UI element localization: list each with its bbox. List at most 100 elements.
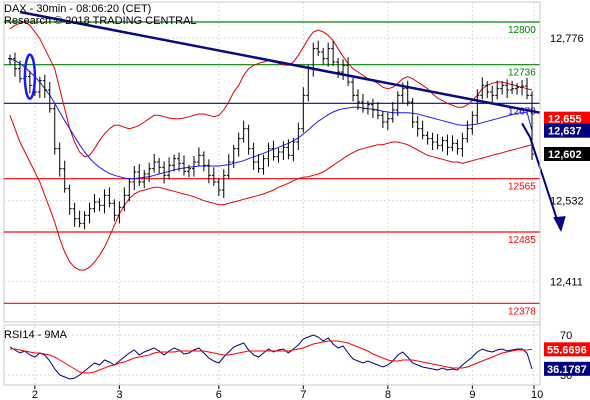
price-bar — [430, 132, 435, 150]
price-bar — [236, 132, 241, 157]
price-bar — [17, 60, 22, 83]
price-bar — [316, 40, 321, 56]
price-tag-label: 12,655 — [548, 114, 582, 126]
price-bar — [182, 155, 186, 176]
price-bar — [365, 100, 370, 115]
price-bar — [301, 87, 306, 133]
price-bar — [395, 91, 400, 116]
price-bar — [132, 166, 137, 190]
trendline — [19, 10, 541, 114]
price-bar — [445, 134, 450, 156]
rsi-tag-box — [544, 342, 590, 357]
price-tag-label: 12,637 — [548, 126, 582, 138]
price-bar — [77, 210, 82, 228]
x-tick-label: 8 — [385, 389, 391, 400]
highlight-ellipse — [23, 53, 37, 100]
price-bar — [520, 80, 525, 96]
price-bar — [107, 187, 112, 208]
rsi-title: RSI14 - 9MA — [4, 329, 68, 341]
price-bar — [27, 70, 32, 94]
level-label-12800: 12800 — [508, 25, 536, 36]
price-bar — [221, 169, 226, 198]
price-bar — [271, 140, 276, 161]
price-tag-box — [544, 111, 590, 126]
rsi-tag-label: 55.6696 — [547, 344, 587, 356]
bollinger-lower-line — [9, 115, 533, 271]
price-bar — [465, 120, 470, 143]
price-bar — [102, 189, 107, 214]
price-panel: 2 3 6 7 8 9 10 12,776 12,532 12,411 12800 12736 1267… — [3, 1, 590, 400]
price-bar — [380, 111, 385, 128]
price-bar — [510, 80, 515, 94]
price-bar — [261, 154, 266, 175]
price-bar — [172, 154, 177, 172]
price-bar — [231, 144, 236, 168]
price-bar — [147, 162, 152, 182]
price-bar — [450, 135, 455, 152]
price-bar — [390, 102, 395, 123]
price-bar — [296, 122, 301, 150]
price-bar — [47, 82, 52, 113]
price-bar — [485, 81, 490, 98]
x-tick-label: 9 — [469, 389, 475, 400]
price-bar — [177, 152, 182, 172]
price-bar — [122, 187, 127, 212]
price-tag-box — [544, 123, 590, 138]
forecast-arrow-line — [521, 122, 561, 229]
price-bar — [12, 52, 17, 77]
price-bar — [480, 77, 485, 100]
price-bar — [440, 136, 445, 152]
price-bar — [92, 194, 97, 213]
price-bar — [216, 178, 221, 196]
chart-header-line2: Research © 2018 TRADING CENTRAL — [4, 15, 197, 27]
price-bar — [490, 86, 495, 104]
price-bar — [515, 83, 520, 95]
price-bar — [435, 134, 440, 150]
price-bar — [37, 76, 42, 98]
price-bar — [460, 132, 465, 157]
price-bar — [385, 112, 390, 130]
price-bar — [162, 161, 167, 184]
price-bar — [97, 198, 102, 212]
rsi-series-9ma — [10, 340, 533, 374]
price-tag-box — [544, 147, 590, 161]
price-bar — [52, 104, 57, 155]
price-bar — [117, 201, 122, 224]
price-bar — [326, 42, 331, 67]
price-bar — [470, 111, 475, 135]
x-tick-label: 3 — [116, 389, 122, 400]
level-label-12565: 12565 — [508, 182, 536, 193]
level-label-12736: 12736 — [508, 68, 536, 79]
price-bar — [505, 79, 510, 98]
price-bar — [251, 142, 256, 170]
price-bar — [127, 178, 132, 202]
price-bar — [137, 164, 142, 186]
rsi-tag-label: 36.1787 — [547, 364, 587, 376]
vertical-gridlines: 2 3 6 7 8 9 10 — [32, 2, 543, 400]
price-bar — [256, 154, 261, 173]
price-bar — [321, 48, 326, 65]
price-bar — [62, 160, 67, 193]
x-tick-label: 10 — [531, 389, 543, 400]
price-bar — [276, 148, 281, 163]
price-bar — [291, 138, 296, 162]
price-bar — [196, 147, 201, 166]
price-bar — [281, 141, 286, 160]
price-bar — [186, 164, 191, 178]
price-bar — [142, 170, 147, 188]
price-bar — [341, 59, 346, 80]
price-bar — [82, 211, 87, 230]
forecast-arrow-head — [553, 216, 566, 232]
price-bar — [157, 158, 162, 174]
rsi-y-tick-label: 70 — [560, 330, 572, 342]
price-bar — [351, 78, 356, 102]
x-tick-label: 7 — [300, 389, 306, 400]
price-bar — [201, 151, 206, 172]
chart-header-line1: DAX - 30min - 08:06:20 (CET) — [4, 3, 151, 15]
price-bar — [475, 89, 480, 124]
price-y-tick-label: 12,411 — [550, 276, 583, 288]
price-bar — [370, 98, 375, 118]
